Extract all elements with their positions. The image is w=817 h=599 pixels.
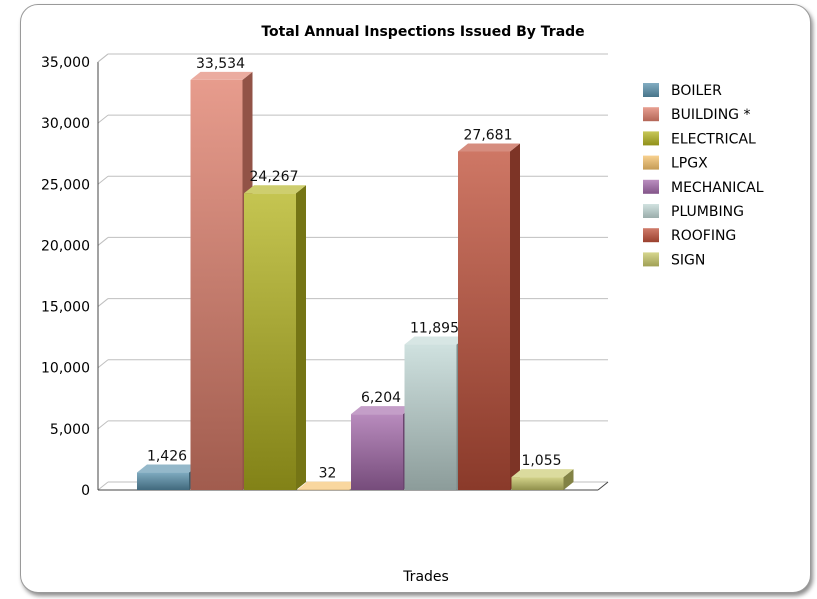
y-tick-label: 35,000 <box>41 55 90 71</box>
bar-lpgx[interactable] <box>297 489 350 491</box>
y-tick-label: 15,000 <box>41 300 90 316</box>
bar-top <box>458 143 520 152</box>
legend-swatch <box>643 131 659 146</box>
legend-entry[interactable]: BUILDING * <box>671 107 750 123</box>
legend-swatch <box>643 107 659 122</box>
legend-swatch <box>643 228 659 243</box>
bar-top <box>404 336 467 345</box>
gridline-depth <box>97 298 109 307</box>
legend-swatch <box>643 252 659 267</box>
bars <box>137 71 574 491</box>
bar-top <box>511 469 574 478</box>
chart-title: Total Annual Inspections Issued By Trade <box>261 24 584 40</box>
legend-entry[interactable]: BOILER <box>671 83 722 99</box>
data-label: 33,534 <box>196 56 245 72</box>
bar-side <box>510 143 520 490</box>
data-label: 1,426 <box>147 449 187 465</box>
gridline-depth <box>97 420 109 430</box>
bar-electrical[interactable] <box>244 193 296 490</box>
bar-building[interactable] <box>190 79 243 490</box>
bar-top <box>244 185 306 194</box>
legend-swatch <box>643 155 659 170</box>
legend-swatch <box>643 179 659 194</box>
bar-top <box>351 406 413 415</box>
legend-swatch <box>643 204 659 218</box>
x-axis-label: Trades <box>402 569 449 585</box>
data-label: 27,681 <box>464 128 513 144</box>
gridline-depth <box>97 481 109 491</box>
legend-swatch <box>643 83 659 97</box>
bar-top <box>297 481 360 490</box>
grid: 0 5,000 10,000 15,000 20,000 25,000 30,000 35,0… <box>41 53 609 499</box>
bar-side <box>296 185 306 490</box>
y-tick-label: 25,000 <box>41 177 90 193</box>
bar-sign[interactable] <box>511 477 564 490</box>
bar-plumbing[interactable] <box>404 344 457 490</box>
gridline-depth <box>97 359 109 369</box>
data-label: 24,267 <box>250 169 299 185</box>
data-label: 6,204 <box>361 390 401 406</box>
y-tick-label: 0 <box>81 483 90 499</box>
legend: BOILER BUILDING * ELECTRICAL LPGX MECHANICAL… <box>643 83 764 268</box>
data-labels: 1,426 33,534 24,267 32 6,204 11,895 27,681 1,05… <box>147 56 562 482</box>
data-label: 1,055 <box>521 453 561 469</box>
axis-depth <box>97 53 109 63</box>
bar-top <box>137 464 199 473</box>
bar-top <box>190 71 253 80</box>
gridline-depth <box>97 114 109 124</box>
gridline-depth <box>97 175 109 185</box>
y-tick-label: 5,000 <box>50 422 90 438</box>
legend-entry[interactable]: PLUMBING <box>671 204 744 220</box>
legend-entry[interactable]: LPGX <box>671 156 708 172</box>
bar-boiler[interactable] <box>137 472 189 490</box>
bar-side <box>563 469 574 490</box>
x-axis-depth <box>597 481 609 491</box>
y-tick-label: 10,000 <box>41 361 90 377</box>
data-label: 11,895 <box>410 321 459 337</box>
bar-mechanical[interactable] <box>351 414 403 490</box>
data-label: 32 <box>319 466 337 482</box>
legend-entry[interactable]: ELECTRICAL <box>671 131 756 147</box>
gridline-depth <box>97 237 109 246</box>
bar-roofing[interactable] <box>458 151 510 490</box>
y-tick-label: 20,000 <box>41 238 90 254</box>
legend-entry[interactable]: ROOFING <box>671 228 736 244</box>
legend-entry[interactable]: SIGN <box>671 252 705 268</box>
legend-entry[interactable]: MECHANICAL <box>671 180 764 196</box>
y-tick-label: 30,000 <box>41 116 90 132</box>
